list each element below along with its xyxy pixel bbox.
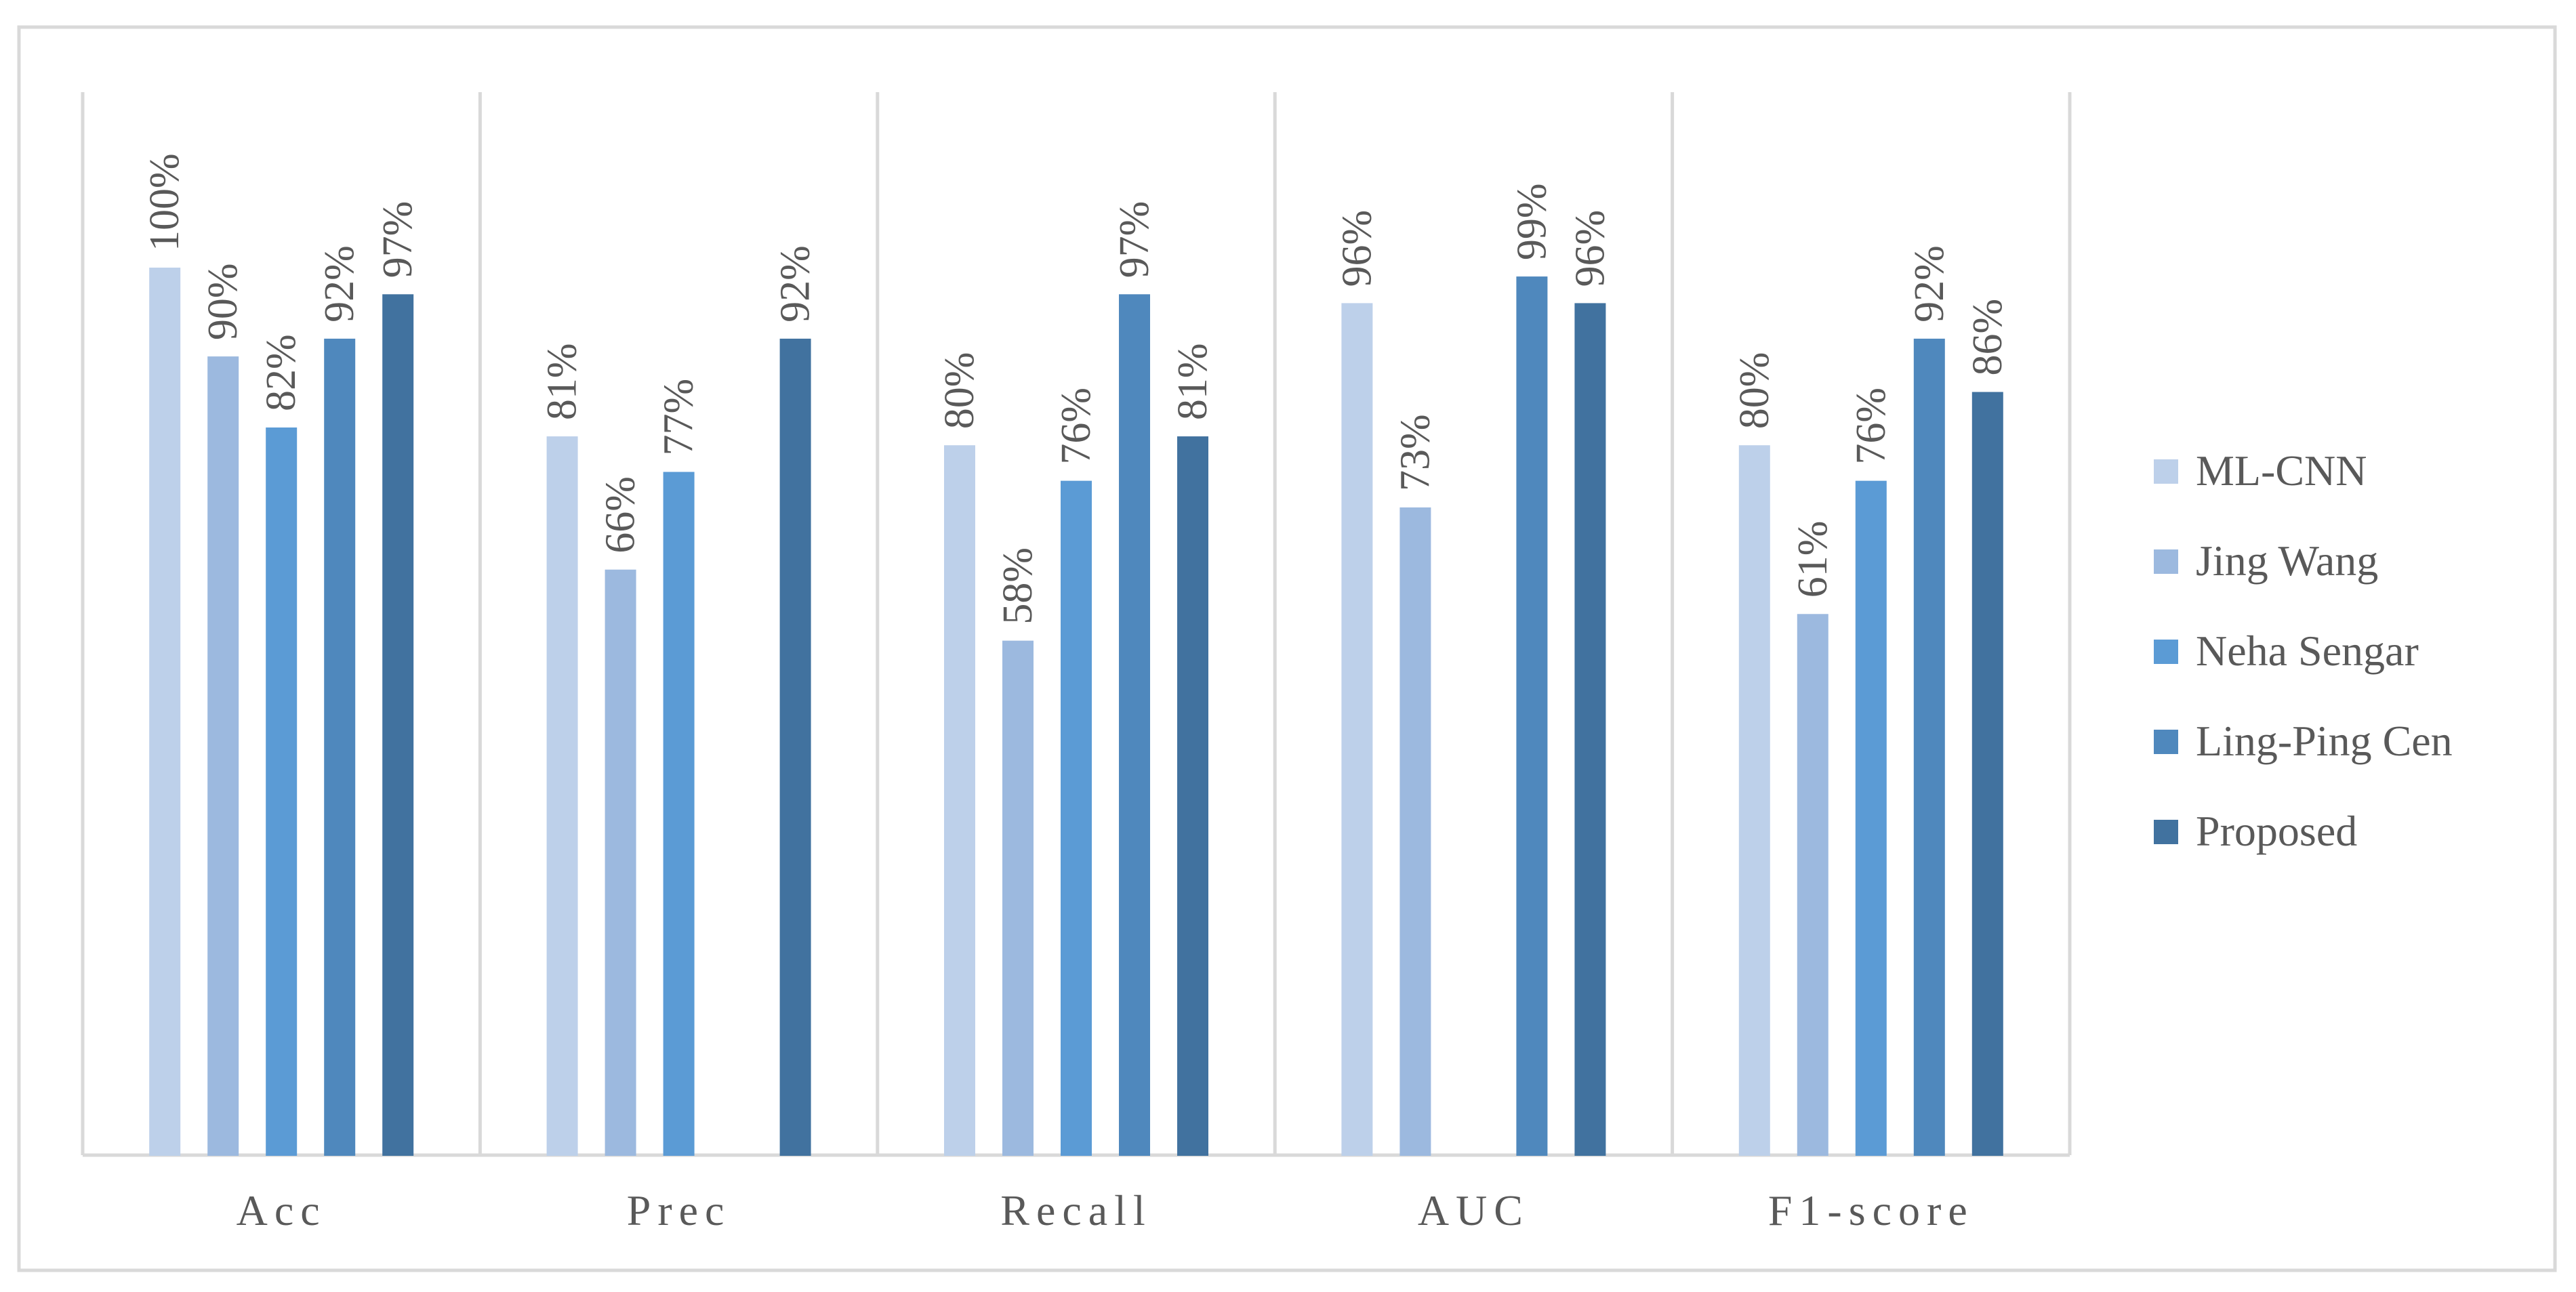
bar [546,436,578,1156]
data-label: 92% [1906,245,1953,322]
category-tick-label: F1-score [1768,1186,1974,1234]
data-label: 97% [1111,201,1158,278]
bar [324,338,356,1156]
bar [1738,445,1770,1156]
bar [1971,392,2003,1156]
bar [1177,436,1208,1156]
data-label: 92% [773,245,819,322]
data-label: 90% [200,263,246,340]
data-label: 82% [258,334,304,411]
bar [605,569,636,1156]
data-label: 97% [375,201,421,278]
legend-label: Proposed [2196,807,2357,855]
data-label: 61% [1790,521,1836,598]
legend-swatch [2154,820,2178,844]
data-label: 73% [1392,414,1438,491]
bar [1341,303,1373,1156]
data-label: 92% [316,245,363,322]
bar [1399,507,1431,1156]
legend-label: Jing Wang [2196,537,2378,585]
category-tick-label: Acc [237,1186,327,1234]
bar [1797,614,1828,1156]
legend: ML-CNN Jing Wang Neha Sengar Ling-Ping Cen P… [2154,446,2453,855]
category-tick-label: Prec [627,1186,731,1234]
bar [1855,480,1887,1156]
data-label: 81% [539,343,586,420]
bar [779,338,811,1156]
data-label: 66% [598,476,644,554]
data-label: 76% [1053,388,1099,465]
bar [266,427,298,1156]
legend-label: Ling-Ping Cen [2196,717,2453,765]
data-label: 100% [142,153,188,251]
bar [1119,294,1150,1156]
bar [1913,338,1945,1156]
data-label: 80% [937,352,983,430]
data-label: 80% [1732,352,1778,430]
plot-area: 100% 90% 82% 92% 97% Acc 81% 66% 77% 92% Prec 80% 58… [81,92,2072,1234]
bar [207,356,239,1156]
data-label: 96% [1567,210,1613,287]
data-label: 76% [1848,388,1894,465]
bar [382,294,414,1156]
bar [1061,480,1092,1156]
data-label: 99% [1509,183,1555,260]
legend-swatch [2154,640,2178,664]
data-label: 77% [656,379,702,456]
bar [663,472,695,1156]
bar [1574,303,1606,1156]
legend-swatch [2154,549,2178,574]
data-label: 58% [995,547,1041,625]
category-tick-label: Recall [1000,1186,1151,1234]
category-tick-label: AUC [1418,1186,1530,1234]
legend-swatch [2154,459,2178,484]
bar [1002,640,1034,1156]
chart-frame [17,25,2557,1272]
data-label: 96% [1334,210,1380,287]
data-label: 81% [1170,343,1216,420]
bar [149,268,181,1156]
bar [1516,276,1548,1156]
legend-label: Neha Sengar [2196,627,2419,675]
legend-swatch [2154,730,2178,754]
data-label: 86% [1965,299,2011,376]
bar [944,445,975,1156]
legend-label: ML-CNN [2196,446,2367,495]
